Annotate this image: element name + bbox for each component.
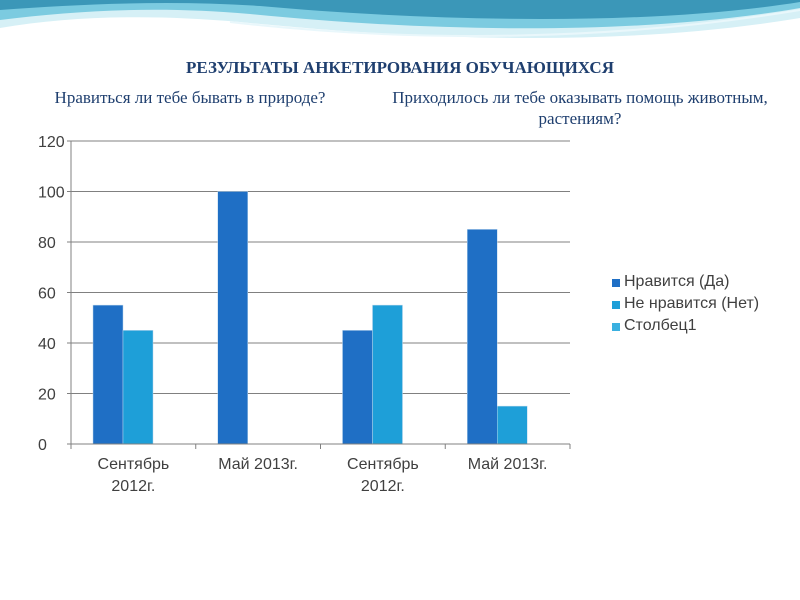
- x-tick-label: Май 2013г.: [468, 456, 548, 473]
- bar: [122, 330, 154, 445]
- bar: [467, 229, 498, 445]
- y-tick-label: 60: [38, 286, 56, 303]
- y-tick-label: 100: [38, 185, 65, 202]
- chart-legend: Нравится (Да) Не нравится (Нет) Столбец1: [612, 272, 782, 338]
- wave-highlight: [229, 9, 800, 37]
- legend-item: Столбец1: [612, 316, 782, 336]
- legend-swatch: [612, 323, 620, 331]
- wave-dark: [0, 0, 800, 19]
- legend-swatch: [612, 301, 620, 309]
- bar: [92, 304, 124, 445]
- x-tick-label: Май 2013г.: [218, 456, 298, 473]
- legend-label: Нравится (Да): [624, 273, 730, 290]
- legend-label: Столбец1: [624, 317, 697, 334]
- x-tick-label: Сентябрь 2012г.: [98, 456, 170, 495]
- decorative-wave-header: [0, 0, 800, 60]
- y-tick-label: 80: [38, 235, 56, 252]
- question-left: Нравиться ли тебе бывать в природе?: [54, 88, 326, 107]
- bar: [217, 191, 248, 445]
- bar: [372, 304, 403, 445]
- bar: [342, 330, 373, 445]
- chart-bars: [92, 191, 528, 445]
- legend-swatch: [612, 279, 620, 287]
- legend-label: Не нравится (Нет): [624, 295, 760, 312]
- y-tick-label: 40: [38, 336, 56, 353]
- y-tick-label: 0: [38, 437, 47, 454]
- slide-title: РЕЗУЛЬТАТЫ АНКЕТИРОВАНИЯ ОБУЧАЮЩИХСЯ: [186, 58, 614, 77]
- bar: [497, 405, 528, 445]
- legend-item: Не нравится (Нет): [612, 294, 782, 314]
- x-tick-label: Сентябрь 2012г.: [347, 456, 419, 495]
- legend-item: Нравится (Да): [612, 272, 782, 292]
- y-tick-label: 120: [38, 134, 65, 151]
- x-axis-ticks: Сентябрь 2012г. Май 2013г. Сентябрь 2012г. Ма…: [70, 444, 571, 495]
- y-tick-label: 20: [38, 387, 56, 404]
- y-axis-ticks: 0 20 40 60 80 100 120: [38, 134, 65, 454]
- question-right: Приходилось ли тебе оказывать помощь жив…: [392, 88, 768, 128]
